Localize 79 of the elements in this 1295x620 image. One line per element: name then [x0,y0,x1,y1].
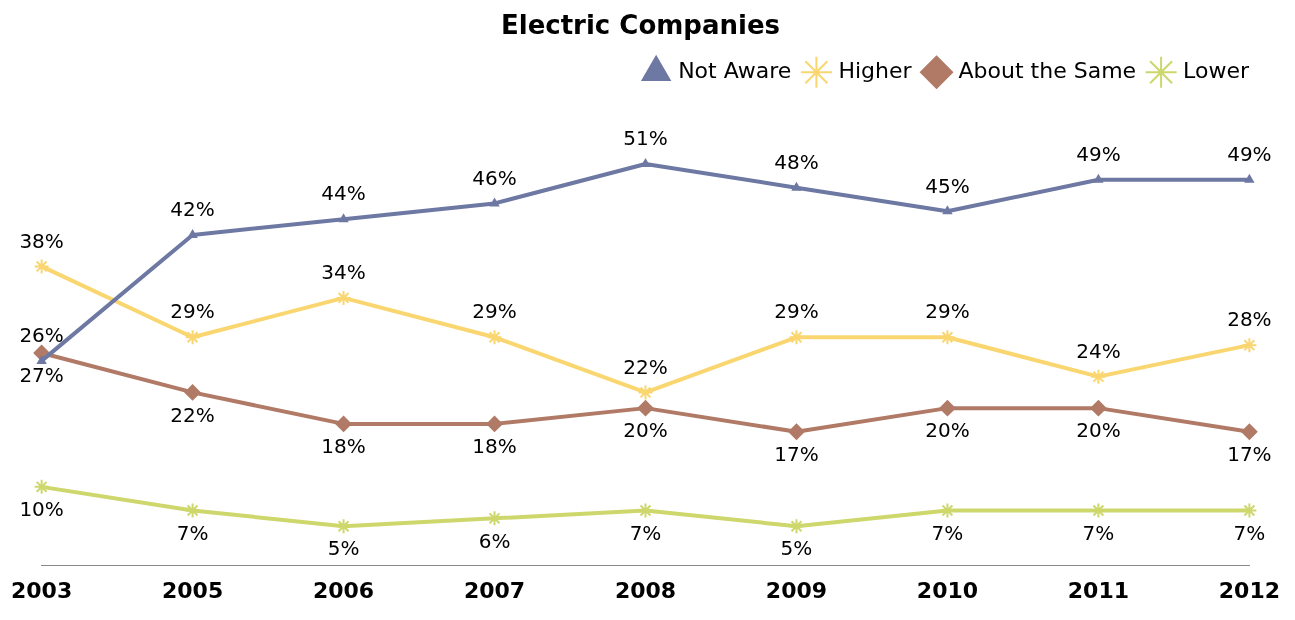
data-label: 20% [623,418,668,443]
data-label: 7% [1082,520,1115,545]
point [33,258,50,275]
x-tick-label: 2009 [765,577,828,603]
x-tick-label: 2007 [463,577,526,603]
data-label: 5% [780,536,813,561]
point [33,478,50,495]
point [788,518,805,535]
data-label: 42% [170,197,215,222]
x-tick-label: 2006 [312,577,375,603]
point [939,400,956,417]
x-tick-label: 2008 [614,577,677,603]
data-label: 26% [19,323,64,348]
data-label: 17% [774,441,819,466]
data-label: 49% [1076,142,1121,167]
data-label: 24% [1076,338,1121,363]
point [1241,337,1258,354]
data-label: 48% [774,149,819,174]
point [184,384,201,401]
legend-label: Higher [838,57,913,83]
data-label: 10% [19,497,64,522]
data-label: 20% [1076,418,1121,443]
data-label: 49% [1227,142,1272,167]
point [1090,368,1107,385]
point [788,423,805,440]
data-label: 29% [472,299,517,324]
legend-label: Not Aware [678,57,792,83]
data-label: 22% [623,354,668,379]
point [1093,174,1103,183]
point [37,355,47,364]
point [339,214,349,223]
legend-label: About the Same [958,57,1137,83]
chart-title: Electric Companies [500,10,781,41]
point [641,159,650,168]
legend-label: Lower [1183,57,1250,83]
point [490,198,499,207]
data-label: 29% [925,299,970,324]
x-tick-label: 2003 [11,577,73,603]
x-tick-label: 2011 [1067,577,1130,603]
data-label: 29% [170,299,215,324]
data-label: 38% [19,228,64,253]
data-label: 51% [623,126,668,151]
data-label: 45% [925,173,970,198]
point [184,329,201,346]
data-label: 18% [321,434,366,459]
data-label: 27% [19,363,64,388]
point [335,415,352,432]
point [188,229,198,238]
point [486,415,503,432]
data-label: 34% [321,260,366,285]
point [939,329,956,346]
data-label: 29% [774,299,819,324]
point [335,289,352,306]
point [1241,423,1258,440]
point [1244,174,1254,183]
data-label: 22% [170,402,215,427]
data-label: 17% [1227,441,1272,466]
data-label: 44% [321,181,366,206]
data-label: 46% [472,165,517,190]
point [637,400,654,417]
data-label: 7% [629,520,662,545]
point [792,182,801,191]
data-label: 18% [472,434,517,459]
data-label: 7% [931,520,964,545]
x-tick-label: 2005 [161,577,224,603]
data-label: 20% [925,418,970,443]
point [1241,502,1258,519]
data-label: 28% [1227,307,1272,332]
data-label: 7% [176,520,209,545]
point [184,502,201,519]
data-label: 5% [327,536,360,561]
point [1090,400,1107,417]
x-tick-label: 2010 [916,577,979,603]
x-tick-label: 2012 [1218,577,1280,603]
point [637,384,654,401]
data-label: 7% [1233,520,1266,545]
data-label: 6% [478,528,511,553]
point [486,329,503,346]
point [942,206,952,215]
